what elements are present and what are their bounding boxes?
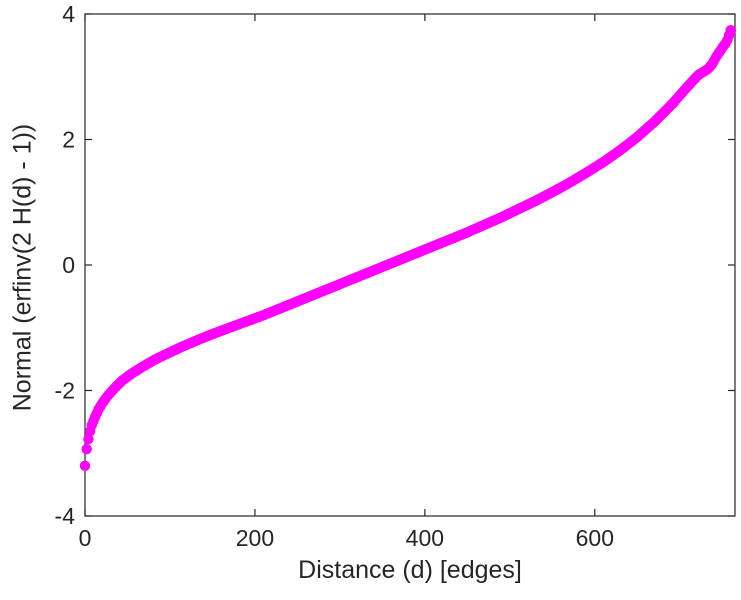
axes-box	[84, 13, 736, 517]
x-tick-label: 0	[79, 525, 92, 551]
x-tick-label: 600	[576, 525, 614, 551]
y-tick-label: 0	[62, 252, 75, 278]
data-marker	[79, 460, 91, 471]
x-tick-label: 200	[236, 525, 274, 551]
y-axis-label: Normal (erfinv(2 H(d) - 1))	[8, 123, 37, 412]
y-tick-label: -2	[55, 378, 75, 404]
x-tick-label: 400	[406, 525, 444, 551]
x-axis-label: Distance (d) [edges]	[298, 556, 522, 584]
y-tick-label: 4	[62, 1, 75, 27]
data-marker	[81, 443, 92, 455]
y-tick-label: -4	[55, 503, 76, 529]
data-marker	[725, 25, 736, 36]
data-marker	[83, 433, 94, 445]
y-tick-label: 2	[62, 127, 75, 153]
